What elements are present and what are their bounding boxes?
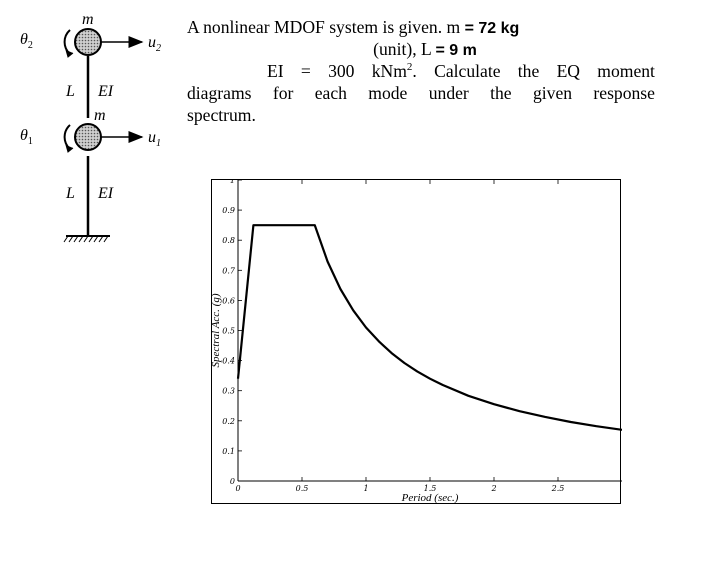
rotation-arc-bot bbox=[63, 124, 71, 150]
y-tick-label: 0.6 bbox=[222, 296, 235, 305]
chart-svg: 0 0.1 0.2 0.3 0.4 0.5 0.6 0.7 0.8 0.9 1 0 0.5 1 1.5 2 2.… bbox=[212, 180, 622, 504]
spectrum-curve bbox=[236, 224, 622, 431]
y-tick-label: 0.1 bbox=[222, 447, 235, 456]
upper-length-label: L bbox=[66, 83, 75, 100]
word: EI bbox=[267, 61, 284, 81]
response-spectrum-chart: 0 0.1 0.2 0.3 0.4 0.5 0.6 0.7 0.8 0.9 1 0 0.5 1 1.5 2 2.… bbox=[211, 179, 622, 504]
word: 300 bbox=[328, 61, 355, 81]
word: the bbox=[490, 83, 512, 103]
rotation-arc-top bbox=[63, 29, 71, 55]
x-tick-label: 2.5 bbox=[551, 484, 565, 493]
word: response bbox=[593, 83, 655, 103]
mass-top bbox=[74, 28, 102, 56]
y-tick-label: 0.5 bbox=[222, 327, 235, 336]
x-tick-label: 2 bbox=[490, 484, 496, 493]
problem-statement: A nonlinear MDOF system is given. m = 72… bbox=[187, 16, 655, 126]
y-tick-label: 0.7 bbox=[222, 266, 236, 275]
word: EQ bbox=[556, 61, 581, 81]
problem-line-5-text: spectrum. bbox=[187, 105, 256, 125]
theta2-label: θ2 bbox=[20, 31, 33, 52]
x-tick-label: 1 bbox=[363, 484, 368, 493]
x-tick-label: 0 bbox=[235, 484, 240, 493]
word: mode bbox=[368, 83, 408, 103]
frame-drawing bbox=[63, 28, 144, 243]
y-tick-label: 0.8 bbox=[222, 236, 235, 245]
word: each bbox=[314, 83, 347, 103]
theta1-label: θ1 bbox=[20, 127, 33, 148]
y-tick-label: 0.9 bbox=[222, 206, 235, 215]
x-axis-label: Period (sec.) bbox=[401, 492, 459, 504]
problem-line-1-text: A nonlinear MDOF system is given. m bbox=[187, 17, 461, 37]
mass-label-top: m bbox=[82, 11, 94, 28]
problem-line-5: spectrum. bbox=[187, 104, 655, 126]
rotation-arrowhead-top bbox=[65, 49, 74, 58]
length-value: = 9 m bbox=[435, 42, 477, 59]
y-tick-label: 0.3 bbox=[222, 387, 235, 396]
u1-label: u1 bbox=[148, 129, 161, 150]
y-tick-label: 0 bbox=[230, 477, 235, 486]
lower-length-label: L bbox=[66, 185, 75, 202]
mass-mid bbox=[74, 123, 102, 151]
unit-with-superscript: kNm2. bbox=[371, 61, 417, 81]
y-tick-label: 1 bbox=[230, 180, 235, 185]
mass-value: = 72 kg bbox=[464, 20, 520, 37]
problem-line-1: A nonlinear MDOF system is given. m = 72… bbox=[187, 16, 655, 38]
word: given bbox=[532, 83, 573, 103]
mass-label-mid: m bbox=[94, 107, 106, 124]
ground-hatch bbox=[63, 235, 109, 243]
word: under bbox=[428, 83, 469, 103]
y-tick-label: 0.4 bbox=[222, 357, 235, 366]
lower-stiffness-label: EI bbox=[98, 185, 114, 202]
word: for bbox=[272, 83, 294, 103]
problem-line-3: EI = 300 kNm2. Calculate the EQ moment bbox=[187, 60, 655, 82]
frame-diagram: m m θ2 θ1 u2 u1 L EI L EI bbox=[0, 0, 180, 250]
word: Calculate bbox=[434, 61, 501, 81]
y-axis-label: Spectral Acc. (g) bbox=[212, 293, 222, 367]
upper-stiffness-label: EI bbox=[98, 83, 114, 100]
problem-line-4: diagrams for each mode under the given r… bbox=[187, 82, 655, 104]
problem-line-2: (unit), L = 9 m bbox=[187, 38, 655, 60]
word: moment bbox=[597, 61, 655, 81]
x-tick-label: 1.5 bbox=[424, 484, 437, 493]
problem-line-2-text: (unit), L bbox=[373, 39, 432, 59]
y-tick-label: 0.2 bbox=[222, 417, 235, 426]
x-tick-label: 0.5 bbox=[296, 484, 309, 493]
word: = bbox=[300, 61, 311, 81]
word: the bbox=[517, 61, 540, 81]
u2-label: u2 bbox=[148, 34, 161, 55]
word: diagrams bbox=[187, 83, 252, 103]
rotation-arrowhead-bot bbox=[65, 144, 74, 153]
